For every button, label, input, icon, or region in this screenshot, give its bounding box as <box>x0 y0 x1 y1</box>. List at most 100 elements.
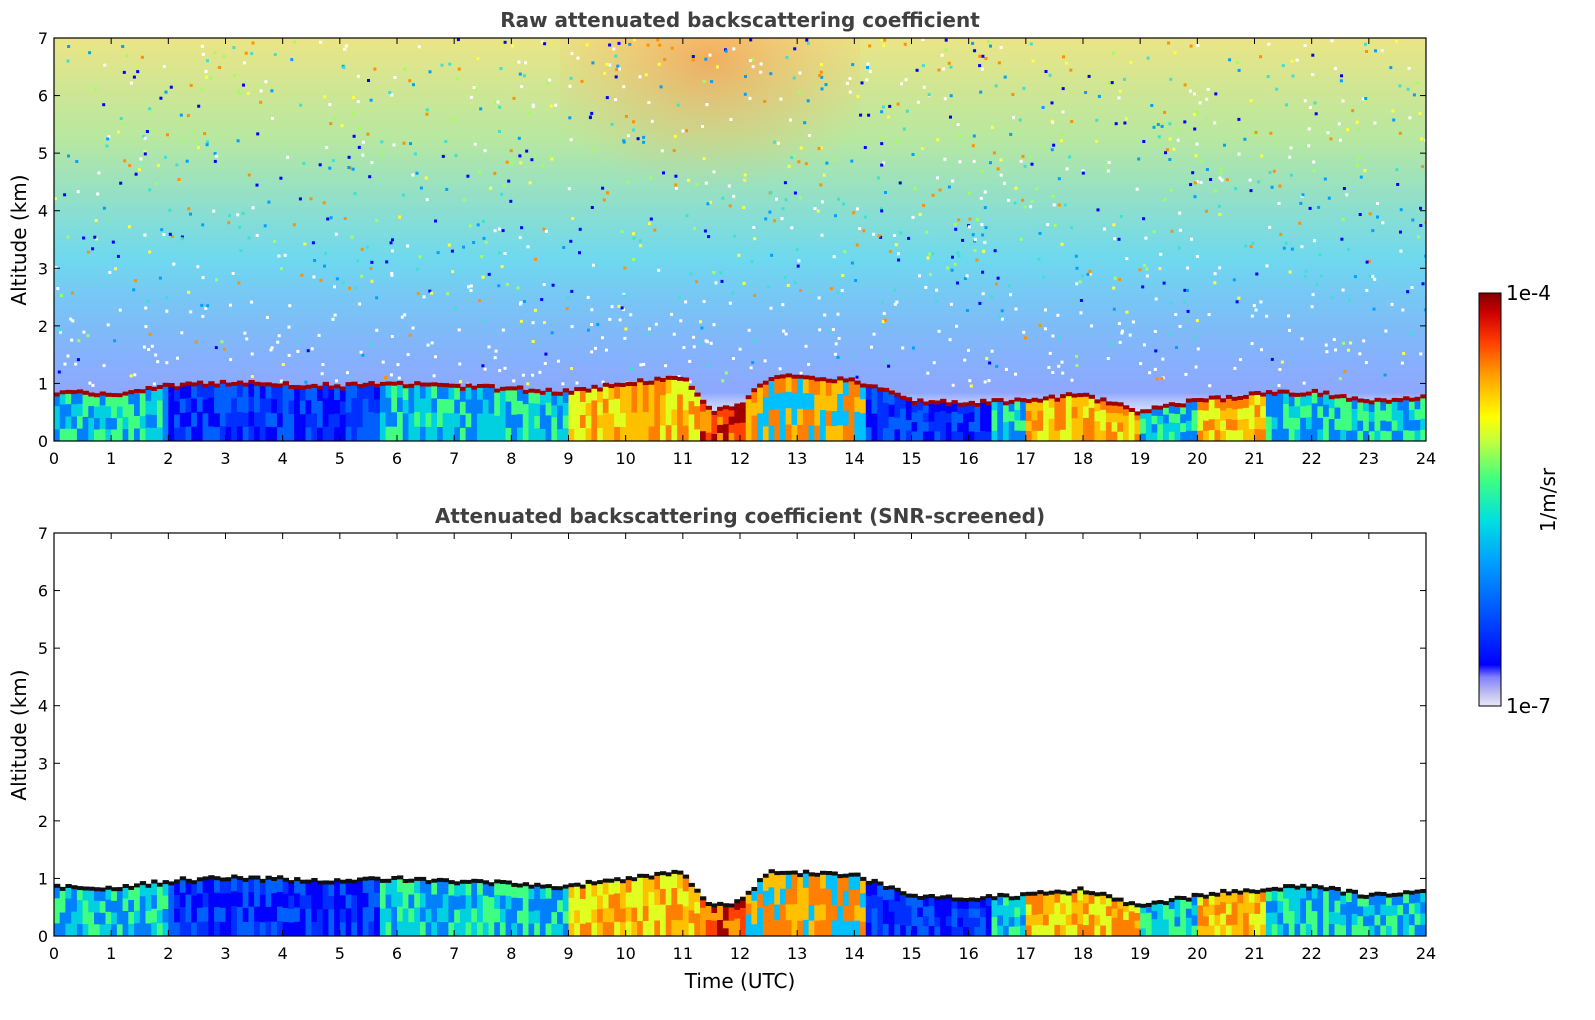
noise-speckle <box>610 305 614 309</box>
backscatter-cell <box>957 431 964 441</box>
backscatter-cell <box>1311 898 1318 912</box>
backscatter-cell <box>65 428 72 441</box>
noise-speckle <box>880 142 884 146</box>
cloud-top-cell <box>568 390 575 395</box>
cloud-top-cell <box>1105 401 1113 406</box>
noise-speckle <box>1257 180 1261 184</box>
noise-speckle <box>462 245 465 249</box>
noise-speckle <box>836 291 840 295</box>
backscatter-cell <box>620 427 627 441</box>
backscatter-cell <box>1311 390 1318 404</box>
x-tick-label: 22 <box>1301 449 1321 468</box>
backscatter-cell <box>637 410 644 427</box>
noise-speckle <box>270 346 274 350</box>
cloud-top-cell <box>860 383 867 388</box>
cloud-top-cell <box>1203 894 1210 899</box>
noise-speckle <box>1029 42 1033 46</box>
cloud-top-cell <box>1128 408 1135 412</box>
backscatter-cell <box>482 413 490 428</box>
backscatter-cell <box>963 918 970 928</box>
backscatter-cell <box>99 924 106 936</box>
noise-speckle <box>1042 275 1046 279</box>
backscatter-cell <box>459 881 467 896</box>
cloud-top-cell <box>328 880 335 885</box>
backscatter-cell <box>865 413 873 428</box>
noise-speckle <box>967 225 971 229</box>
backscatter-cell <box>1208 893 1216 905</box>
backscatter-cell <box>1083 925 1090 936</box>
noise-speckle <box>957 254 961 258</box>
cloud-top-cell <box>528 884 535 889</box>
noise-speckle <box>748 96 752 100</box>
backscatter-cell <box>265 384 272 400</box>
backscatter-cell <box>785 391 792 409</box>
backscatter-cell <box>248 411 255 427</box>
backscatter-cell <box>1065 429 1073 441</box>
backscatter-cell <box>1077 429 1084 441</box>
backscatter-cell <box>465 909 472 924</box>
backscatter-cell <box>774 425 781 441</box>
noise-speckle <box>1176 138 1180 142</box>
noise-speckle <box>297 339 301 343</box>
backscatter-cell <box>65 391 72 405</box>
backscatter-cell <box>1100 420 1107 432</box>
backscatter-cell <box>1248 902 1256 915</box>
noise-speckle <box>617 41 621 45</box>
noise-speckle <box>473 142 477 146</box>
backscatter-cell <box>442 880 449 895</box>
backscatter-cell <box>1060 396 1067 408</box>
backscatter-cell <box>505 895 512 910</box>
noise-speckle <box>804 162 808 166</box>
noise-speckle <box>632 237 636 240</box>
backscatter-cell <box>980 898 987 909</box>
backscatter-cell <box>391 907 398 923</box>
cloud-top-cell <box>820 870 827 875</box>
backscatter-cell <box>357 879 364 895</box>
backscatter-cell <box>1163 414 1170 424</box>
backscatter-cell <box>334 922 341 936</box>
cloud-top-cell <box>1420 889 1426 893</box>
backscatter-cell <box>745 892 752 905</box>
backscatter-cell <box>111 900 118 914</box>
noise-speckle <box>629 313 633 317</box>
backscatter-cell <box>374 907 381 923</box>
backscatter-cell <box>1014 420 1021 432</box>
noise-speckle <box>1279 232 1283 236</box>
backscatter-cell <box>1374 399 1381 411</box>
backscatter-cell <box>397 877 404 893</box>
backscatter-cell <box>1048 892 1055 905</box>
backscatter-cell <box>717 920 724 929</box>
backscatter-cell <box>1351 409 1358 421</box>
backscatter-cell <box>1294 923 1301 936</box>
noise-speckle <box>836 355 840 359</box>
noise-speckle <box>93 235 97 239</box>
noise-speckle <box>948 338 952 342</box>
noise-speckle <box>313 259 317 262</box>
noise-speckle <box>1135 187 1139 191</box>
backscatter-cell <box>814 874 821 891</box>
backscatter-cell <box>322 398 329 414</box>
noise-speckle <box>949 115 952 119</box>
noise-speckle <box>998 315 1002 319</box>
cloud-top-cell <box>1220 888 1227 893</box>
noise-speckle <box>1117 96 1121 100</box>
noise-speckle <box>189 83 193 87</box>
backscatter-cell <box>1180 405 1187 415</box>
cloud-top-cell <box>397 875 404 880</box>
backscatter-cell <box>802 425 810 441</box>
noise-speckle <box>712 170 716 174</box>
cloud-top-cell <box>419 876 427 881</box>
x-tick-label: 3 <box>220 449 230 468</box>
cloud-top-cell <box>677 376 684 381</box>
cloud-top-cell <box>877 387 884 392</box>
backscatter-cell <box>917 410 924 422</box>
cloud-top-cell <box>602 878 610 883</box>
backscatter-cell <box>677 904 684 921</box>
backscatter-cell <box>214 399 221 414</box>
backscatter-cell <box>791 888 798 905</box>
noise-speckle <box>1165 148 1169 152</box>
noise-speckle <box>999 46 1003 49</box>
noise-speckle <box>971 144 975 148</box>
backscatter-cell <box>1048 914 1055 926</box>
backscatter-cell <box>654 394 661 411</box>
